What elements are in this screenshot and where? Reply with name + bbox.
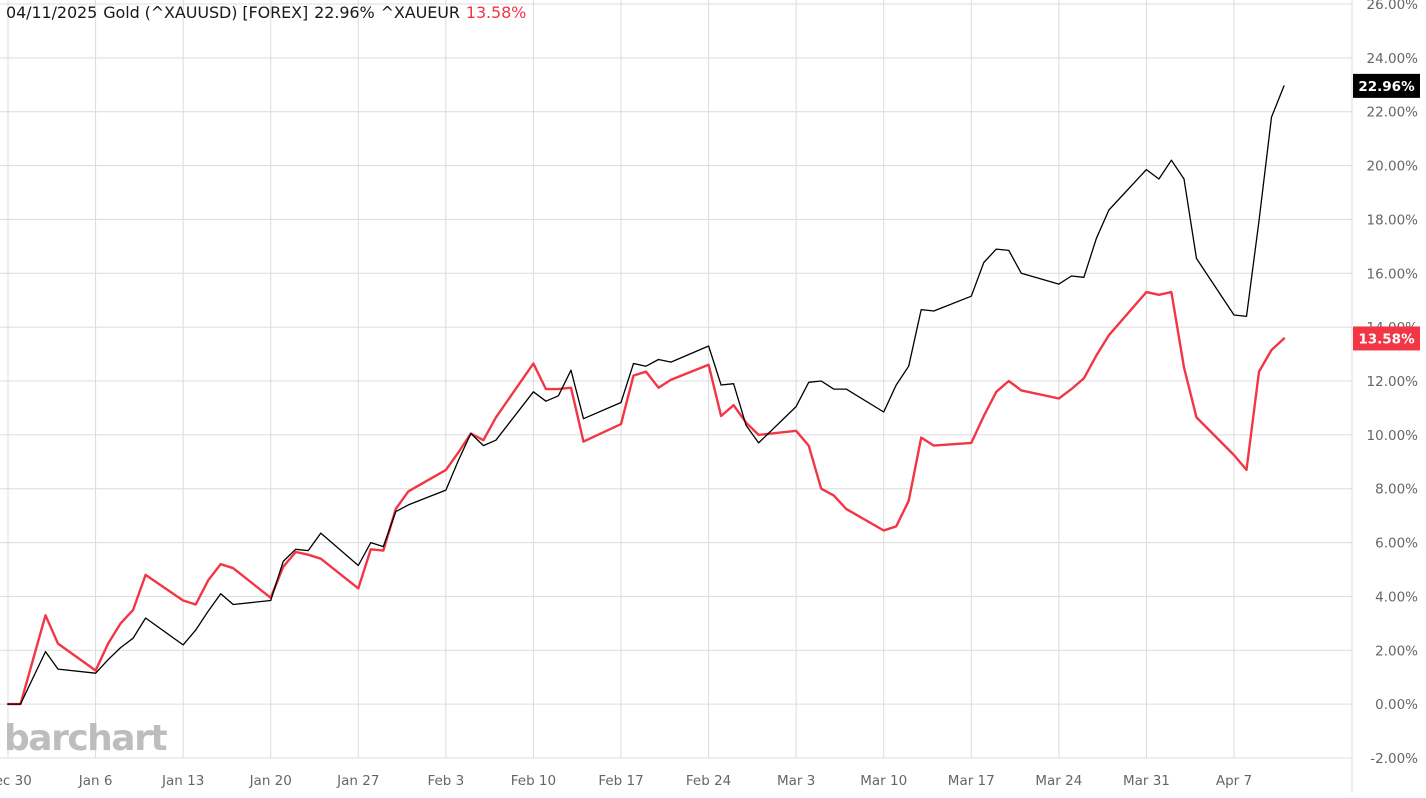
chart-header: 04/11/2025 Gold (^XAUUSD) [FOREX] 22.96% ^X… xyxy=(6,3,532,22)
x-tick-label: Dec 30 xyxy=(0,773,32,789)
x-tick-label: Mar 31 xyxy=(1123,773,1170,789)
x-tick-label: Jan 13 xyxy=(161,773,204,789)
series-line-xaueur xyxy=(6,290,1286,706)
last-value-badge-xaueur xyxy=(1353,326,1420,351)
y-tick-label: 0.00% xyxy=(1375,697,1418,713)
last-value-label-xaueur: 13.58% xyxy=(1358,331,1415,347)
barchart-watermark: barchart xyxy=(4,718,168,759)
last-value-label-xauusd: 22.96% xyxy=(1358,79,1415,95)
x-tick-label: Feb 3 xyxy=(427,773,464,789)
x-axis: Dec 30 Jan 6 Jan 13 Jan 20 Jan 27 Feb 3 Feb 10… xyxy=(0,773,1252,789)
x-tick-label: Jan 27 xyxy=(336,773,379,789)
header-compare-symbol: ^XAUEUR xyxy=(380,3,460,22)
x-tick-label: Jan 20 xyxy=(249,773,292,789)
y-tick-label: 4.00% xyxy=(1375,589,1418,605)
x-tick-label: Apr 7 xyxy=(1216,773,1252,789)
header-primary-value: 22.96% xyxy=(314,3,375,22)
y-tick-label: 24.00% xyxy=(1367,51,1419,67)
last-value-badges: 22.96% 13.58% xyxy=(1353,73,1420,351)
header-primary-name: Gold (^XAUUSD) [FOREX] xyxy=(103,3,309,22)
x-tick-label: Mar 17 xyxy=(948,773,995,789)
grid-layer xyxy=(0,0,1353,793)
y-tick-label: 8.00% xyxy=(1375,482,1418,498)
y-tick-label: 16.00% xyxy=(1367,266,1419,282)
y-tick-label: 2.00% xyxy=(1375,643,1418,659)
y-tick-label: 26.00% xyxy=(1367,0,1419,13)
y-tick-label: 20.00% xyxy=(1367,159,1419,175)
x-tick-label: Feb 10 xyxy=(511,773,556,789)
y-tick-label: 10.00% xyxy=(1367,428,1419,444)
series-layer xyxy=(6,85,1286,706)
y-tick-label: 22.00% xyxy=(1367,105,1419,121)
y-axis: -2.00% 0.00% 2.00% 4.00% 6.00% 8.00% 10.00% 12.… xyxy=(1367,0,1419,767)
header-date: 04/11/2025 xyxy=(6,3,98,22)
x-tick-label: Feb 24 xyxy=(686,773,731,789)
x-tick-label: Mar 3 xyxy=(777,773,815,789)
y-tick-label: -2.00% xyxy=(1370,751,1418,767)
y-tick-label: 12.00% xyxy=(1367,374,1419,390)
x-tick-label: Mar 24 xyxy=(1035,773,1082,789)
y-tick-label: 18.00% xyxy=(1367,212,1419,228)
last-value-badge-xauusd xyxy=(1353,73,1420,98)
x-tick-label: Jan 6 xyxy=(78,773,113,789)
header-compare-value: 13.58% xyxy=(465,3,527,22)
x-tick-label: Mar 10 xyxy=(860,773,907,789)
x-tick-label: Feb 17 xyxy=(598,773,643,789)
y-tick-label: 6.00% xyxy=(1375,536,1418,552)
series-line-xauusd xyxy=(7,85,1285,705)
